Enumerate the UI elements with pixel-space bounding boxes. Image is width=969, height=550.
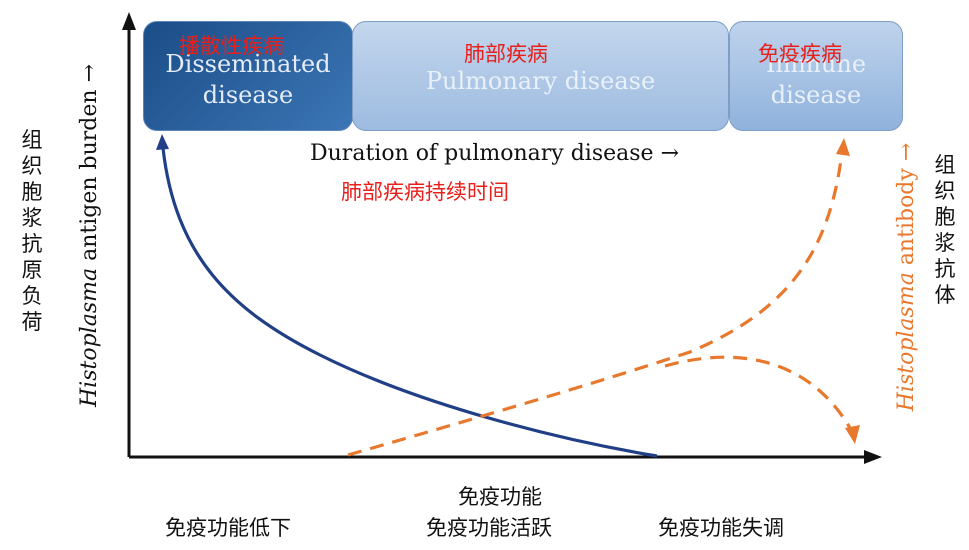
pulmonary-disease-cn: 肺部疾病 — [464, 42, 548, 66]
disseminated-disease-cn: 播散性疾病 — [179, 34, 284, 58]
disseminated-disease-box: Disseminated disease — [143, 21, 353, 131]
right-axis-cn: 组织胞 浆抗体 — [934, 153, 956, 307]
immune-disease-cn: 免疫疾病 — [758, 42, 842, 66]
antigen-burden-curve — [161, 147, 658, 458]
left-axis-cn: 组织胞浆 抗原负荷 — [21, 128, 43, 334]
y-axis-arrowhead — [122, 12, 136, 30]
immune-disease-box: Immune disease — [729, 21, 903, 131]
pulmonary-disease-box: Pulmonary disease — [352, 21, 729, 131]
antigen-curve-arrowhead — [156, 134, 169, 150]
duration-cn: 肺部疾病持续时间 — [341, 180, 509, 204]
immune-active-label-line2: 免疫功能活跃 — [426, 516, 552, 540]
immune-disease-label: Immune disease — [765, 50, 867, 109]
antibody-falling-curve — [664, 355, 852, 429]
antibody-rising-curve — [347, 151, 844, 457]
pulmonary-disease-label: Pulmonary disease — [425, 67, 656, 95]
duration-label: Duration of pulmonary disease → — [310, 141, 680, 166]
right-axis-label: Histoplasma antibody → — [894, 142, 919, 412]
immune-low-label: 免疫功能低下 — [165, 516, 291, 540]
disseminated-disease-label: Disseminated disease — [165, 50, 331, 109]
x-axis-arrowhead — [864, 450, 882, 464]
antibody-rising-arrowhead — [836, 138, 850, 156]
immune-dysregulated-label: 免疫功能失调 — [658, 516, 784, 540]
antibody-falling-arrowhead — [845, 425, 860, 444]
left-axis-label: Histoplasma antigen burden → — [77, 63, 102, 407]
immune-active-label-line1: 免疫功能 — [458, 485, 542, 509]
